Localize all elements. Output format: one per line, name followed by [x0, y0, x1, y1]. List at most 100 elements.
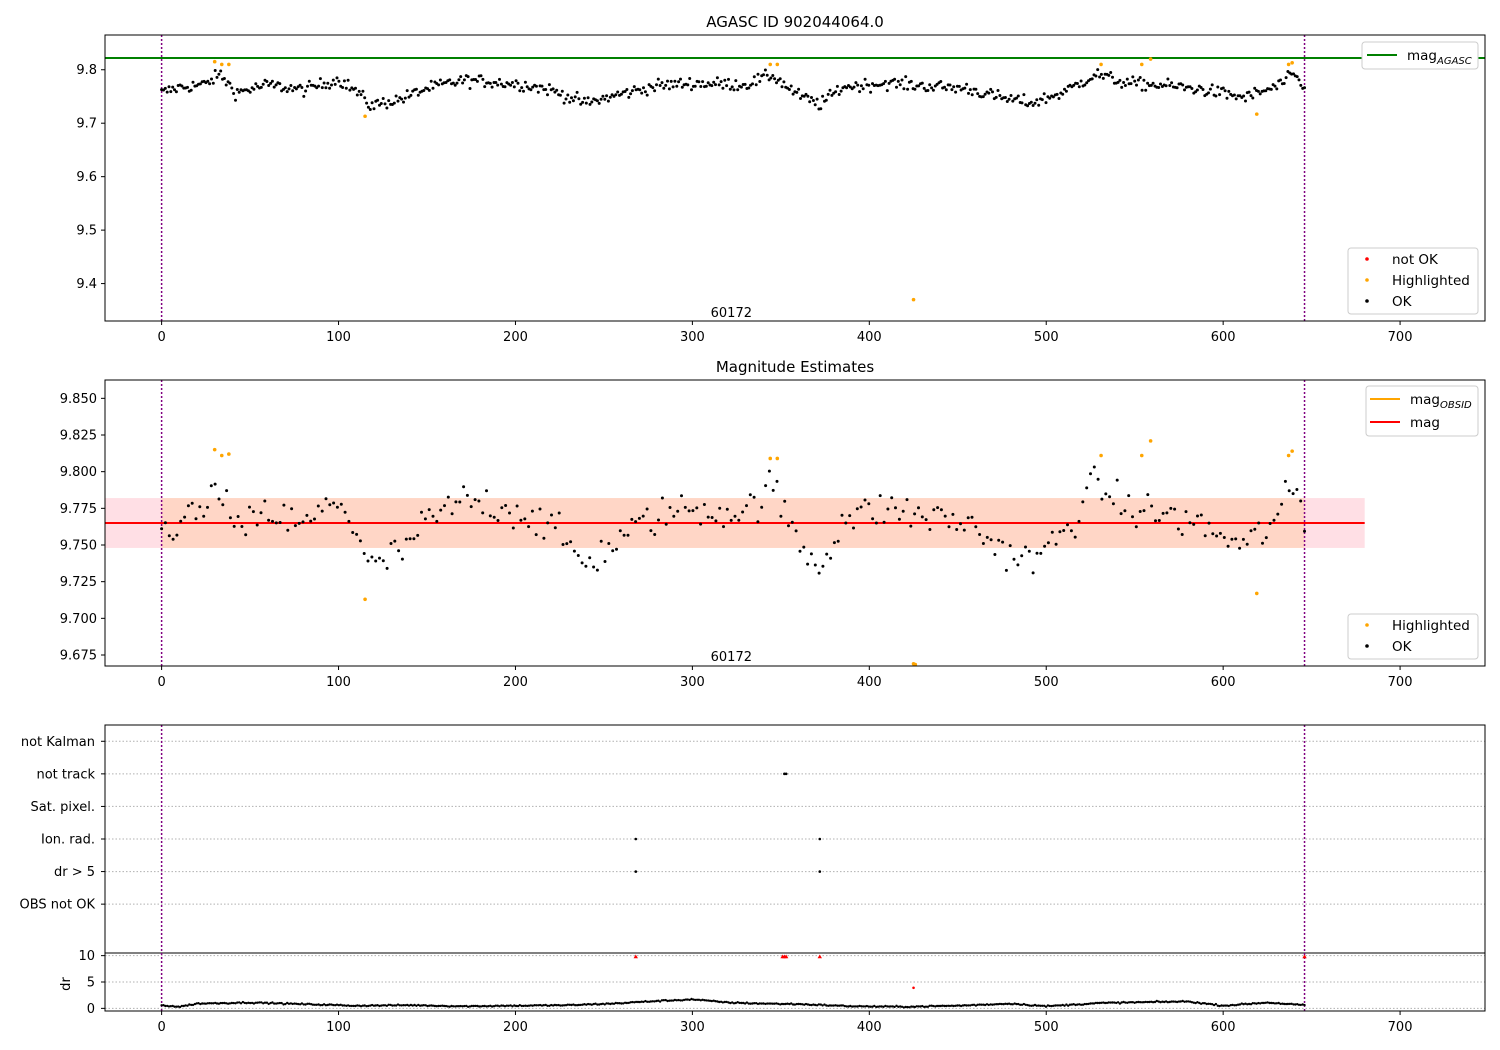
ok-point [1210, 83, 1214, 87]
ok-point [714, 519, 718, 523]
dr-point [1024, 1003, 1027, 1006]
dr-point [1205, 1002, 1208, 1006]
ok-point [790, 520, 794, 524]
x-tick-label: 100 [326, 330, 351, 345]
ok-point [906, 87, 910, 91]
dr-point [382, 1004, 385, 1007]
dr-point [605, 1002, 608, 1005]
ok-point [1127, 494, 1131, 498]
ok-point [1279, 78, 1282, 82]
ok-point [1101, 76, 1105, 80]
dr-point [1181, 999, 1184, 1003]
flag-point [634, 870, 638, 873]
highlighted-point [911, 297, 916, 302]
ok-point [534, 84, 538, 88]
dr-point [278, 1001, 281, 1005]
ok-point [767, 78, 771, 82]
dr-point [269, 1001, 272, 1005]
dr-clipped-marker [1302, 954, 1307, 959]
dr-point [177, 1005, 180, 1008]
ok-point [1131, 75, 1135, 79]
ok-point [733, 514, 737, 518]
ok-point [1055, 92, 1059, 96]
dr-point [723, 1000, 726, 1004]
ok-point [1221, 86, 1225, 90]
dr-point [247, 1001, 250, 1004]
dr-point [465, 1004, 468, 1008]
dr-point [321, 1003, 324, 1007]
ok-point [1188, 521, 1192, 525]
dr-point [1129, 1001, 1133, 1004]
highlighted-point [1148, 57, 1153, 61]
dr-point [1260, 1001, 1264, 1005]
ok-point [1039, 551, 1043, 555]
dr-point [1048, 1004, 1051, 1008]
ok-point [1037, 103, 1041, 107]
ok-point [832, 541, 836, 545]
ok-point [333, 82, 337, 86]
ok-point [568, 100, 572, 104]
dr-point [267, 1002, 270, 1006]
ok-point [1170, 81, 1174, 85]
ok-point [592, 565, 596, 569]
dr-point [847, 1005, 850, 1008]
dr-point [719, 1000, 723, 1003]
ok-point [789, 84, 793, 88]
x-tick-label: 100 [326, 1020, 351, 1035]
ok-point [998, 94, 1002, 97]
ok-point [900, 78, 904, 82]
dr-point [564, 1004, 568, 1007]
dr-point [548, 1004, 551, 1007]
ok-point [1280, 502, 1284, 506]
dr-point [1247, 1002, 1251, 1006]
dr-point [210, 1002, 213, 1005]
dr-point [354, 1004, 357, 1008]
dr-point [681, 999, 684, 1002]
ok-point [523, 517, 527, 521]
dr-point [221, 1001, 224, 1005]
dr-point [740, 1001, 743, 1005]
ok-point [1048, 96, 1052, 100]
dr-point [616, 1002, 619, 1005]
ok-point [511, 526, 515, 530]
y-tick-label: 9.4 [76, 277, 97, 292]
ok-point [431, 86, 435, 90]
dr-point [971, 1003, 974, 1007]
dr-point [889, 1005, 893, 1008]
ok-point [341, 86, 345, 89]
agasc-panel: AGASC ID 902044064.0 60172 0 100 200 300 400… [76, 13, 1486, 345]
ok-point [555, 88, 559, 92]
ok-point [1249, 94, 1253, 98]
ok-point [381, 559, 385, 563]
x-tick-label: 0 [157, 675, 165, 690]
dr-point [1002, 1003, 1005, 1006]
dr-point [729, 1001, 732, 1005]
dr-point [660, 999, 664, 1002]
ok-point [981, 542, 985, 545]
dr-point [282, 1003, 285, 1006]
dr-point [291, 1002, 294, 1006]
ok-point [618, 529, 622, 533]
ok-point [269, 81, 273, 85]
ok-point [1123, 84, 1127, 87]
x-tick-label: 700 [1388, 330, 1413, 345]
ok-point [1031, 104, 1035, 107]
dr-point [252, 1002, 256, 1005]
dr-point [1083, 1002, 1087, 1006]
dr-point [1039, 1004, 1042, 1007]
dr-point [995, 1003, 998, 1006]
ok-point [895, 85, 898, 89]
ok-point [856, 83, 860, 87]
ok-point [1138, 76, 1142, 79]
ok-point [1244, 99, 1247, 103]
ok-point [725, 84, 729, 88]
ok-point [396, 99, 400, 103]
highlighted-point [1099, 453, 1103, 458]
dr-point [904, 1005, 907, 1009]
ok-point [957, 84, 961, 88]
dr-point [1283, 1002, 1286, 1006]
ok-point [764, 484, 768, 488]
dr-point [1007, 1002, 1011, 1005]
ok-point [898, 83, 902, 87]
